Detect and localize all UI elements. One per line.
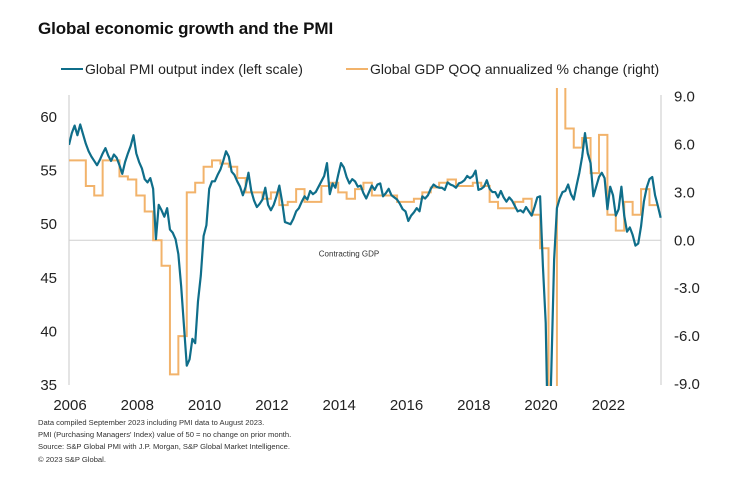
right-tick-label: -3.0 bbox=[674, 280, 700, 297]
left-tick-label: 50 bbox=[40, 216, 57, 233]
legend-swatch-pmi bbox=[61, 68, 83, 70]
legend-label-pmi: Global PMI output index (left scale) bbox=[85, 61, 303, 77]
x-tick-label: 2010 bbox=[188, 397, 221, 414]
footnotes: Data compiled September 2023 including P… bbox=[38, 417, 291, 466]
x-tick-label: 2018 bbox=[457, 397, 490, 414]
right-tick-label: -9.0 bbox=[674, 376, 700, 393]
legend: Global PMI output index (left scale) Glo… bbox=[0, 61, 755, 79]
right-tick-label: 0.0 bbox=[674, 232, 695, 249]
footnote-source: Source: S&P Global PMI with J.P. Morgan,… bbox=[38, 442, 290, 452]
left-tick-label: 60 bbox=[40, 109, 57, 126]
x-tick-label: 2008 bbox=[121, 397, 154, 414]
chart-title: Global economic growth and the PMI bbox=[38, 19, 334, 38]
reference-line-label: Contracting GDP bbox=[319, 249, 379, 258]
series-gdp bbox=[69, 88, 658, 386]
x-tick-label: 2022 bbox=[592, 397, 625, 414]
right-tick-label: -6.0 bbox=[674, 328, 700, 345]
x-tick-label: 2012 bbox=[255, 397, 288, 414]
footnote-pmi-definition: PMI (Purchasing Managers' Index) value o… bbox=[38, 430, 292, 440]
right-tick-label: 3.0 bbox=[674, 184, 695, 201]
legend-label-gdp: Global GDP QOQ annualized % change (righ… bbox=[370, 61, 660, 77]
x-tick-label: 2020 bbox=[524, 397, 557, 414]
x-tick-label: 2016 bbox=[390, 397, 423, 414]
legend-swatch-gdp bbox=[346, 68, 368, 70]
pmi-line bbox=[69, 123, 662, 386]
left-tick-label: 55 bbox=[40, 163, 57, 180]
series-pmi bbox=[69, 123, 662, 386]
legend-item-pmi: Global PMI output index (left scale) bbox=[61, 61, 303, 77]
x-tick-label: 2014 bbox=[323, 397, 356, 414]
left-tick-label: 45 bbox=[40, 270, 57, 287]
left-tick-label: 35 bbox=[40, 377, 57, 394]
tick-labels: Contracting GDP 60 55 50 45 40 35 9.0 6.0 3.0 0.0 -… bbox=[40, 89, 700, 415]
gdp-line bbox=[69, 88, 658, 386]
footnote-copyright: © 2023 S&P Global. bbox=[38, 454, 106, 464]
footnote-data-compiled: Data compiled September 2023 including P… bbox=[38, 418, 265, 427]
x-tick-label: 2006 bbox=[53, 397, 86, 414]
right-tick-label: 9.0 bbox=[674, 89, 695, 106]
left-tick-label: 40 bbox=[40, 323, 57, 340]
legend-item-gdp: Global GDP QOQ annualized % change (righ… bbox=[346, 61, 659, 77]
right-tick-label: 6.0 bbox=[674, 136, 695, 153]
